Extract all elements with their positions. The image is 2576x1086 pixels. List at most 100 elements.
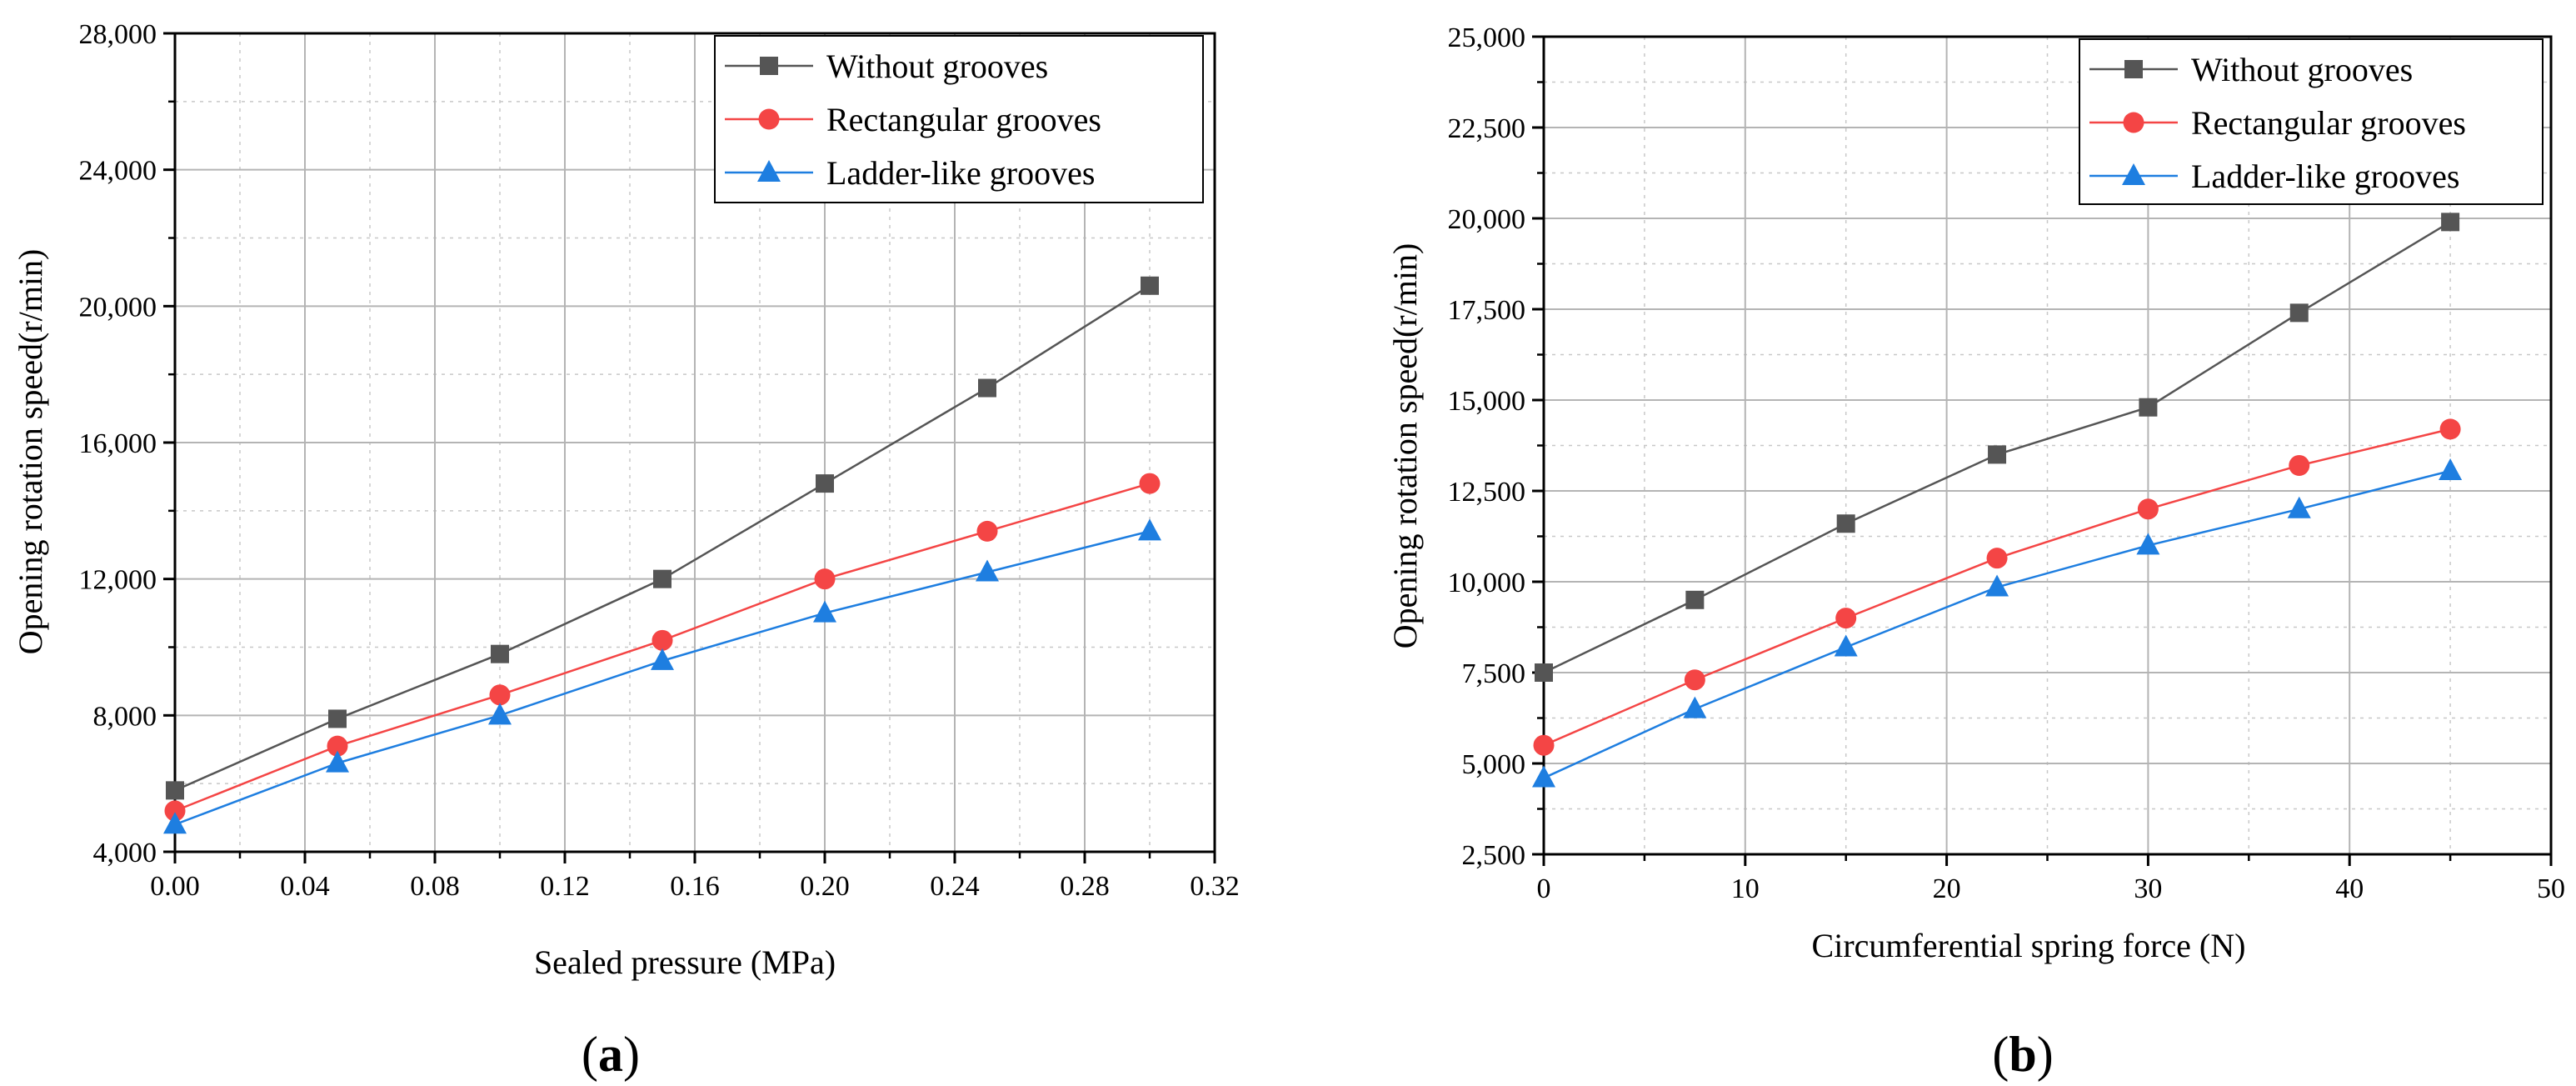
data-point xyxy=(1533,734,1555,756)
y-tick-label: 20,000 xyxy=(79,292,157,323)
legend-swatch-marker xyxy=(758,108,780,130)
series-ladder-like-grooves xyxy=(1532,458,2463,788)
data-point xyxy=(1835,608,1857,629)
data-point xyxy=(327,735,348,757)
data-point xyxy=(1138,518,1161,541)
x-tick-label: 0.16 xyxy=(670,871,720,902)
data-point xyxy=(2137,498,2159,520)
legend-label: Rectangular grooves xyxy=(826,101,1101,138)
x-tick-label: 0.08 xyxy=(410,871,460,902)
y-tick-label: 25,000 xyxy=(1448,23,1526,53)
data-point xyxy=(166,781,184,800)
x-tick-label: 0.32 xyxy=(1190,871,1240,902)
data-point xyxy=(1836,514,1855,533)
y-tick-label: 4,000 xyxy=(93,838,157,868)
x-tick-label: 20 xyxy=(1933,873,1961,904)
legend-label: Rectangular grooves xyxy=(2191,104,2466,142)
data-point xyxy=(978,378,996,398)
data-point xyxy=(651,629,673,651)
data-point xyxy=(1684,669,1705,691)
data-point xyxy=(1683,696,1707,718)
data-point xyxy=(1834,634,1858,657)
legend: Without grooves Rectangular grooves Ladder… xyxy=(2079,38,2544,205)
data-point xyxy=(1985,574,2009,597)
y-tick-label: 10,000 xyxy=(1448,568,1526,598)
data-point xyxy=(816,474,834,493)
y-tick-label: 7,500 xyxy=(1462,658,1526,689)
y-tick-label: 15,000 xyxy=(1448,386,1526,417)
series-without-grooves xyxy=(166,276,1159,800)
data-point xyxy=(326,750,349,773)
y-tick-label: 22,500 xyxy=(1448,113,1526,144)
data-point xyxy=(328,709,347,728)
x-tick-label: 0.04 xyxy=(280,871,330,902)
data-point xyxy=(1986,548,2008,569)
data-point xyxy=(2139,398,2158,417)
legend-label: Ladder-like grooves xyxy=(826,154,1095,192)
y-tick-label: 20,000 xyxy=(1448,204,1526,235)
panel-label-b: (b) xyxy=(1992,1027,2053,1082)
y-tick-label: 16,000 xyxy=(79,428,157,459)
data-point xyxy=(1685,590,1705,609)
x-tick-label: 0.28 xyxy=(1060,871,1110,902)
y-tick-label: 8,000 xyxy=(93,701,157,732)
data-point xyxy=(2439,458,2463,481)
data-point xyxy=(651,648,674,670)
data-point xyxy=(976,520,998,542)
data-point xyxy=(491,644,509,663)
y-tick-label: 24,000 xyxy=(79,156,157,187)
y-axis-title-a: Opening rotation speed(r/min) xyxy=(12,249,49,655)
data-point xyxy=(2289,454,2310,476)
y-tick-label: 17,500 xyxy=(1448,295,1526,326)
series-rectangular-grooves xyxy=(1533,418,2461,756)
y-tick-label: 5,000 xyxy=(1462,749,1526,780)
y-tick-label: 28,000 xyxy=(79,19,157,50)
y-tick-label: 12,500 xyxy=(1448,477,1526,508)
data-point xyxy=(2439,418,2461,440)
x-tick-label: 40 xyxy=(2335,873,2364,904)
x-tick-label: 50 xyxy=(2537,873,2565,904)
legend-swatch-marker xyxy=(2124,60,2143,78)
y-tick-label: 2,500 xyxy=(1462,840,1526,871)
x-tick-label: 0.00 xyxy=(150,871,200,902)
data-point xyxy=(488,703,512,725)
data-point xyxy=(2289,303,2309,323)
y-axis-title-b: Opening rotation speed(r/min) xyxy=(1386,243,1424,649)
data-point xyxy=(2287,496,2311,518)
x-tick-label: 0.20 xyxy=(800,871,850,902)
data-point xyxy=(163,812,187,834)
x-tick-label: 10 xyxy=(1731,873,1760,904)
series-without-grooves xyxy=(1535,213,2460,682)
data-point xyxy=(489,684,511,706)
legend-label: Without grooves xyxy=(826,48,1048,85)
legend-label: Ladder-like grooves xyxy=(2191,158,2459,195)
x-axis-title-b: Circumferential spring force (N) xyxy=(1812,927,2246,964)
data-point xyxy=(976,559,999,582)
y-tick-label: 12,000 xyxy=(79,565,157,596)
data-point xyxy=(1988,445,2007,464)
series-ladder-like-grooves xyxy=(163,518,1161,834)
legend: Without grooves Rectangular grooves Ladder… xyxy=(714,35,1204,203)
x-tick-label: 30 xyxy=(2134,873,2162,904)
legend-label: Without grooves xyxy=(2191,51,2413,88)
data-point xyxy=(1139,473,1161,494)
data-point xyxy=(814,568,836,590)
x-tick-label: 0 xyxy=(1537,873,1551,904)
chart-panel-a: 0.00 0.04 0.08 0.12 0.16 0.20 0.24 0.28 0.32 4,00… xyxy=(12,19,1240,1082)
chart-panel-b: 0 10 20 30 40 50 2,500 5,000 7,500 10,000 12,500 15… xyxy=(1386,23,2565,1082)
data-point xyxy=(1141,276,1159,295)
data-point xyxy=(2136,533,2160,555)
x-tick-label: 0.24 xyxy=(930,871,980,902)
x-axis-title-a: Sealed pressure (MPa) xyxy=(534,943,836,981)
data-point xyxy=(1535,663,1553,682)
x-tick-label: 0.12 xyxy=(540,871,590,902)
legend-swatch-marker xyxy=(760,57,778,75)
data-point xyxy=(813,600,836,623)
series-rectangular-grooves xyxy=(164,473,1161,822)
panel-label-a: (a) xyxy=(582,1027,640,1082)
data-point xyxy=(164,800,186,822)
data-point xyxy=(1532,765,1555,788)
legend-swatch-marker xyxy=(757,160,781,182)
legend-swatch-marker xyxy=(2123,112,2144,133)
